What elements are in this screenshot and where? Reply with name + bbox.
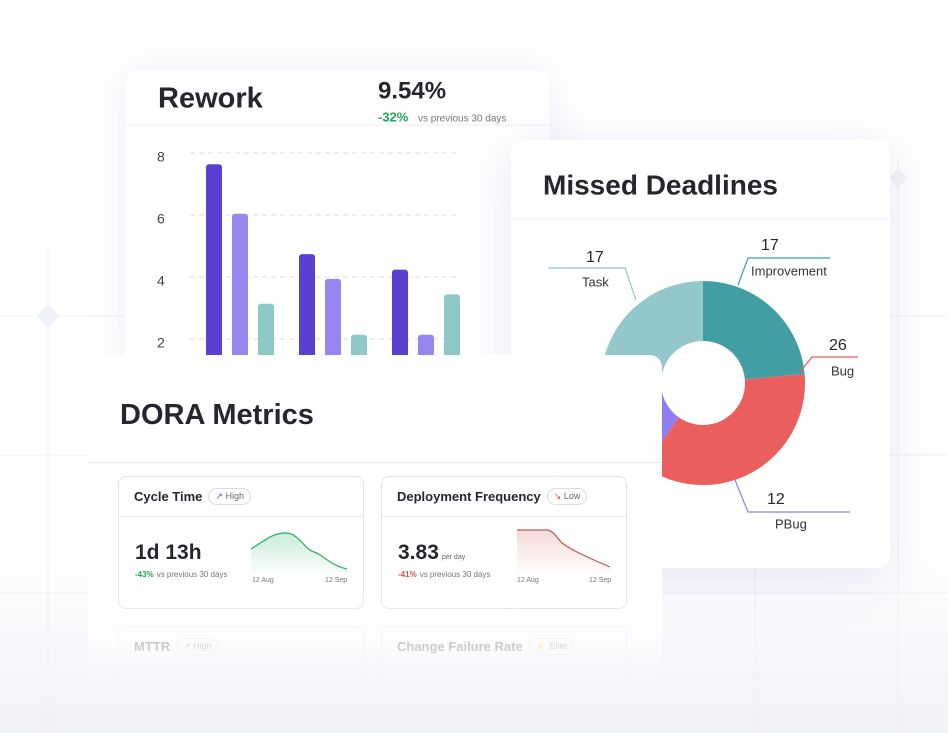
slice-label: Bug [831,363,854,378]
metric-card: MTTR ↗ High [118,626,364,695]
metric-change: -41% vs previous 30 days [398,570,490,579]
slice-value: 12 [767,491,785,508]
slice-value: 17 [586,249,604,266]
metric-card: Change Failure Rate ⚡ Elite [381,626,627,695]
value: 3.83 [398,541,439,564]
note: vs previous 30 days [156,570,228,579]
pie-slice [644,374,805,485]
title: Missed Deadlines [543,169,778,200]
title: Rework [158,83,264,115]
metric-name: Cycle Time [134,489,203,504]
badge: ⚡ Elite [528,638,574,655]
badge-text: Low [563,491,581,501]
metric-card: Deployment Frequency ↘ Low 3.83 per day -4… [381,476,627,609]
rework-card: Rework 9.54% -32% vs previous 30 days 2 4… [125,70,549,370]
leader-line [548,267,637,301]
leader-line [799,356,858,373]
y-tick-label: 2 [157,335,165,351]
badge-text: High [225,491,244,501]
date: 12 Aug [517,577,539,584]
change: -41% [398,570,417,579]
badge-text: Elite [549,641,567,651]
slice-label: Task [582,274,609,289]
leader-line [737,257,830,286]
bar [325,278,341,370]
pie-slice [601,281,703,380]
title: DORA Metrics [120,399,314,431]
slice-label: PBug [775,516,807,531]
bar [258,303,274,370]
value: 9.54% [378,77,446,104]
pie-chart: Missed Deadlines 17 Improvement 26 Bug 12 PBu… [511,169,890,531]
date: 12 Sep [325,577,348,584]
metric-change: -43% vs previous 30 days [135,570,227,579]
slice-value: 26 [829,337,847,354]
dora-card: DORA Metrics Cycle Time ↗ High 1d 13h -43… [88,355,662,695]
date: 12 Aug [252,577,274,584]
badge: ↘ Low [546,488,588,505]
bar [392,269,408,370]
metric-name: MTTR [134,639,171,654]
metric-value: 1d 13h [135,541,202,564]
metric-name: Change Failure Rate [397,639,523,654]
divider [88,462,662,463]
slice-value: 17 [761,237,779,254]
change: -32% [378,109,409,124]
note: vs previous 30 days [419,570,491,579]
y-tick-label: 6 [157,211,165,227]
date: 12 Sep [589,577,612,584]
bar [206,164,222,370]
bar [444,294,460,370]
change: -43% [135,570,154,579]
badge-text: High [193,641,212,651]
badge: ↗ High [176,638,219,655]
slice-label: Improvement [751,263,827,278]
rework-chart: Rework 9.54% -32% vs previous 30 days 2 4… [125,77,549,370]
change-note: vs previous 30 days [418,114,506,125]
y-tick-label: 4 [157,273,165,289]
pie-slice [703,281,805,380]
badge: ↗ High [208,488,251,505]
metric-value: 3.83 per day [398,541,465,565]
metric-card: Cycle Time ↗ High 1d 13h -43% vs previous … [118,476,364,609]
sparkline [250,532,348,577]
metric-name: Deployment Frequency [397,489,541,504]
bar [232,213,248,370]
sparkline [517,529,611,577]
y-tick-label: 8 [157,149,165,165]
unit: per day [441,554,466,561]
leader-line [734,479,850,513]
bar [299,254,315,370]
